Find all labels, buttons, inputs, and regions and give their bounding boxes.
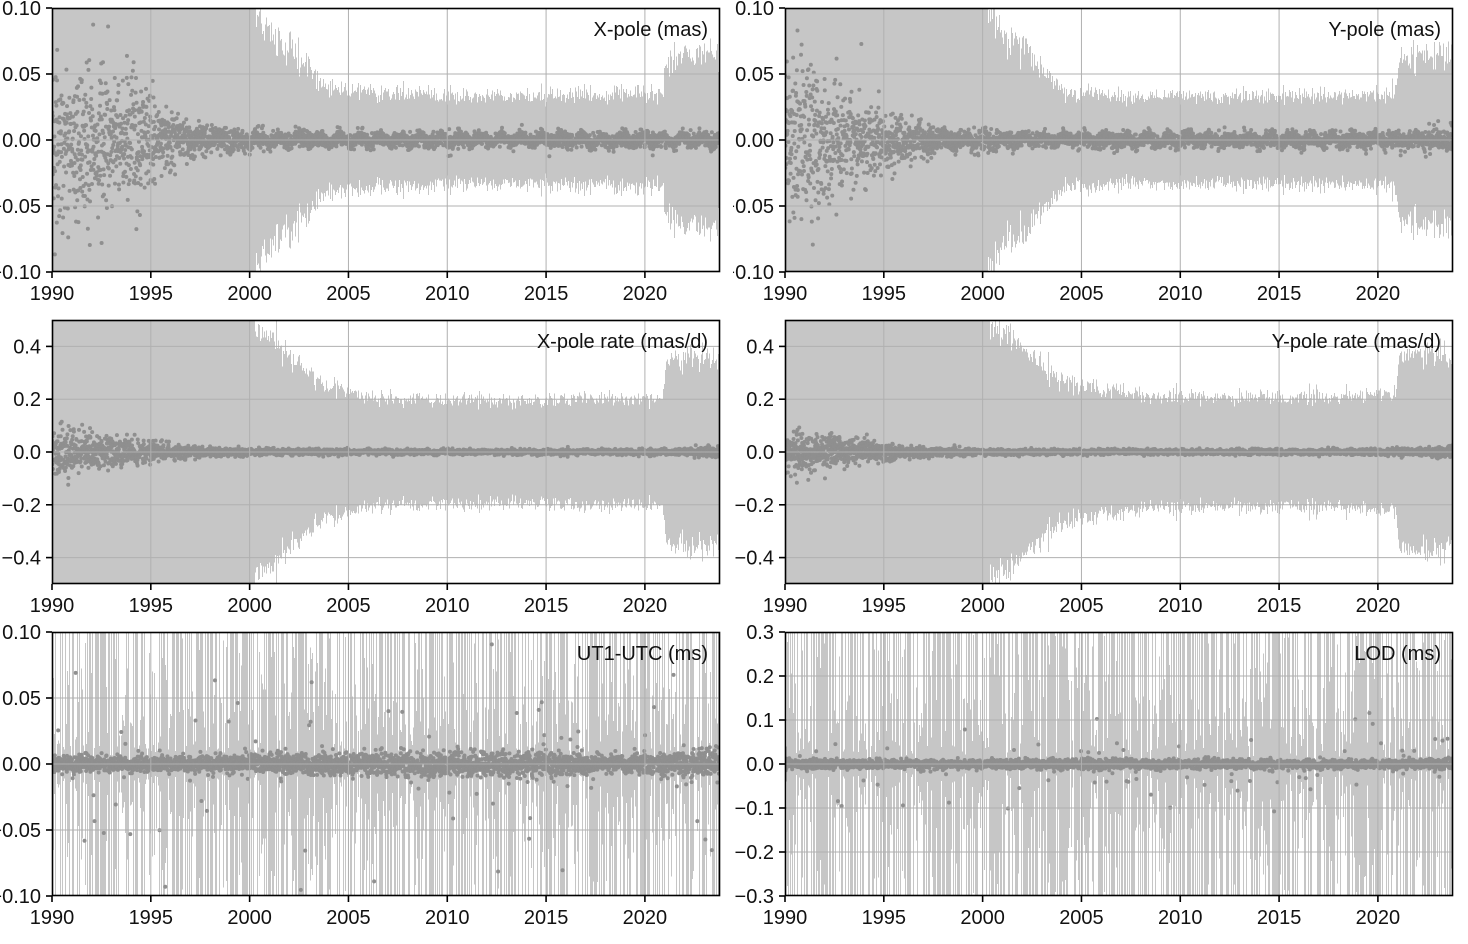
ytick-label: 0.00: [2, 754, 41, 776]
xtick-label: 1990: [763, 283, 808, 305]
ytick-label: −0.05: [733, 196, 774, 218]
xtick-label: 1995: [129, 907, 174, 929]
ytick-label: 0.00: [735, 130, 774, 152]
xtick-label: 1995: [862, 283, 907, 305]
xtick-label: 2020: [1356, 283, 1401, 305]
panel-title-y-pole-rate: Y-pole rate (mas/d): [1272, 331, 1441, 353]
xtick-label: 2015: [524, 907, 569, 929]
ytick-label: −0.05: [0, 196, 41, 218]
ytick-label: 0.2: [746, 666, 774, 688]
xtick-label: 1990: [30, 283, 75, 305]
plot-y-pole-rate: 1990 1995 2000 2005 2010 2015 2020 −0.4 −0.2 0.0 0…: [733, 312, 1468, 632]
xtick-label: 2020: [623, 283, 668, 305]
ytick-label: −0.4: [735, 548, 774, 570]
ytick-label: −0.3: [735, 886, 774, 908]
xtick-label: 2005: [1059, 283, 1104, 305]
plot-x-pole-rate: 1990 1995 2000 2005 2010 2015 2020 −0.4 −0.2 0.0 0…: [0, 312, 735, 632]
xtick-label: 2000: [227, 907, 272, 929]
panel-title-y-pole: Y-pole (mas): [1328, 19, 1441, 41]
xtick-label: 2005: [1059, 907, 1104, 929]
ytick-label: −0.10: [0, 886, 41, 908]
xtick-label: 2000: [227, 283, 272, 305]
ytick-label: −0.2: [735, 842, 774, 864]
plot-y-pole: 1990 1995 2000 2005 2010 2015 2020 −0.10 −0.05 0.…: [733, 0, 1468, 320]
panel-title-ut1-utc: UT1-UTC (ms): [577, 643, 708, 665]
ytick-label: 0.3: [746, 624, 774, 644]
panel-lod: 1990 1995 2000 2005 2010 2015 2020 −0.3 −0.2 −0.1…: [733, 624, 1468, 944]
xtick-label: 2005: [326, 907, 371, 929]
xtick-label: 2020: [623, 907, 668, 929]
panel-ut1-utc: 1990 1995 2000 2005 2010 2015 2020 −0.10 −0.05 0.…: [0, 624, 735, 944]
xtick-label: 2010: [425, 283, 470, 305]
ytick-label: −0.2: [2, 495, 41, 517]
xtick-label: 2005: [1059, 595, 1104, 617]
ytick-label: −0.4: [2, 548, 41, 570]
panel-title-x-pole: X-pole (mas): [594, 19, 708, 41]
panel-x-pole-rate: 1990 1995 2000 2005 2010 2015 2020 −0.4 −0.2 0.0 0…: [0, 312, 735, 632]
xtick-label: 2015: [1257, 595, 1302, 617]
ytick-label: 0.2: [13, 389, 41, 411]
xtick-label: 2015: [524, 283, 569, 305]
ytick-label: 0.10: [2, 624, 41, 644]
xtick-label: 2020: [1356, 595, 1401, 617]
ytick-label: −0.1: [735, 798, 774, 820]
plot-ut1-utc: 1990 1995 2000 2005 2010 2015 2020 −0.10 −0.05 0.…: [0, 624, 735, 944]
panel-y-pole-rate: 1990 1995 2000 2005 2010 2015 2020 −0.4 −0.2 0.0 0…: [733, 312, 1468, 632]
xtick-label: 2005: [326, 595, 371, 617]
panel-y-pole: 1990 1995 2000 2005 2010 2015 2020 −0.10 −0.05 0.…: [733, 0, 1468, 320]
xtick-label: 2000: [227, 595, 272, 617]
ytick-label: −0.2: [735, 495, 774, 517]
xtick-label: 2020: [1356, 907, 1401, 929]
xtick-label: 1995: [862, 595, 907, 617]
xtick-label: 2000: [960, 283, 1005, 305]
xtick-label: 2000: [960, 595, 1005, 617]
panel-x-pole: 1990 1995 2000 2005 2010 2015 2020 −0.10 −0.05 0.…: [0, 0, 735, 320]
plot-lod: 1990 1995 2000 2005 2010 2015 2020 −0.3 −0.2 −0.1…: [733, 624, 1468, 944]
ytick-label: 0.0: [746, 754, 774, 776]
xtick-label: 2010: [1158, 907, 1203, 929]
ytick-label: −0.10: [733, 262, 774, 284]
xtick-label: 1990: [763, 595, 808, 617]
ytick-label: 0.05: [2, 688, 41, 710]
ytick-label: 0.2: [746, 389, 774, 411]
xtick-label: 2015: [524, 595, 569, 617]
xtick-label: 1995: [129, 283, 174, 305]
ytick-label: 0.05: [735, 64, 774, 86]
ytick-label: 0.00: [2, 130, 41, 152]
xtick-label: 2010: [425, 595, 470, 617]
xtick-label: 1990: [30, 907, 75, 929]
xtick-label: 2010: [425, 907, 470, 929]
xtick-label: 1990: [763, 907, 808, 929]
ytick-label: 0.4: [746, 336, 774, 358]
ytick-label: 0.05: [2, 64, 41, 86]
xtick-label: 2020: [623, 595, 668, 617]
xtick-label: 2010: [1158, 283, 1203, 305]
ytick-label: 0.0: [13, 442, 41, 464]
xtick-label: 1995: [129, 595, 174, 617]
plot-x-pole: 1990 1995 2000 2005 2010 2015 2020 −0.10 −0.05 0.…: [0, 0, 735, 320]
xtick-label: 1995: [862, 907, 907, 929]
panel-title-lod: LOD (ms): [1354, 643, 1441, 665]
ytick-label: 0.0: [746, 442, 774, 464]
ytick-label: 0.4: [13, 336, 41, 358]
panel-title-x-pole-rate: X-pole rate (mas/d): [537, 331, 708, 353]
ytick-label: 0.1: [746, 710, 774, 732]
xtick-label: 1990: [30, 595, 75, 617]
xtick-label: 2015: [1257, 907, 1302, 929]
ytick-label: −0.05: [0, 820, 41, 842]
xtick-label: 2000: [960, 907, 1005, 929]
xtick-label: 2005: [326, 283, 371, 305]
xtick-label: 2015: [1257, 283, 1302, 305]
xtick-label: 2010: [1158, 595, 1203, 617]
ytick-label: 0.10: [735, 0, 774, 20]
ytick-label: −0.10: [0, 262, 41, 284]
ytick-label: 0.10: [2, 0, 41, 20]
